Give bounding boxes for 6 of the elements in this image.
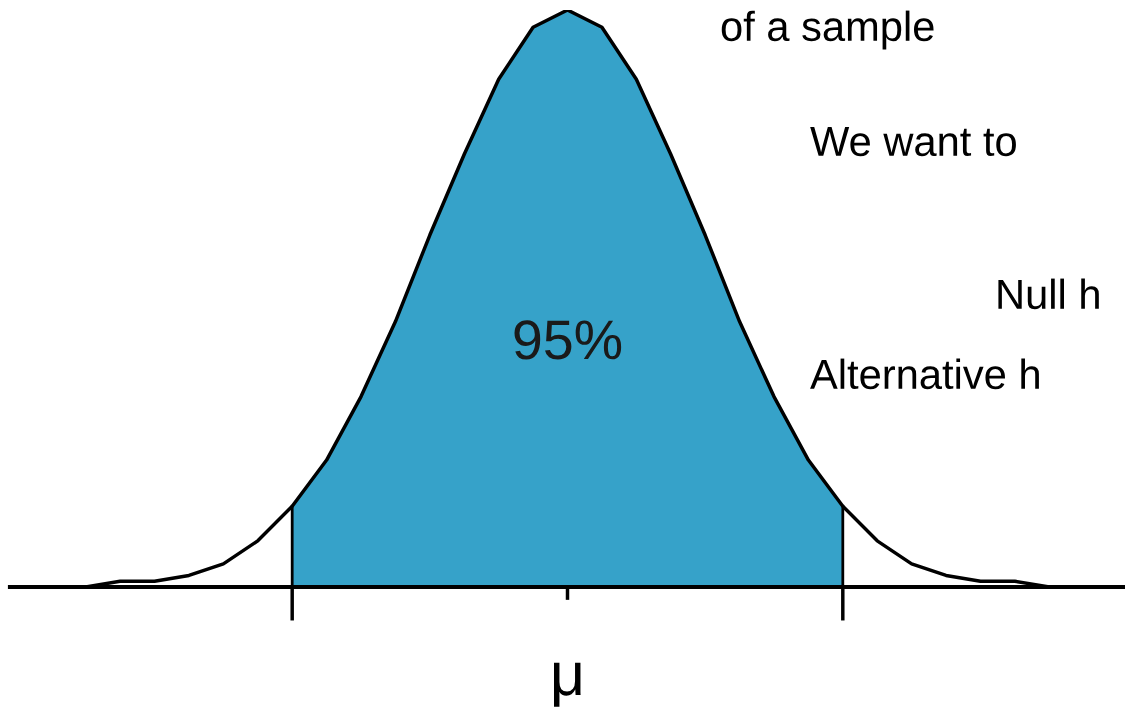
annotation: Alternative h xyxy=(810,358,1039,390)
annotation: of a sample xyxy=(721,10,934,50)
annotation: 95% xyxy=(514,320,622,360)
text: μ xyxy=(554,662,581,707)
annotation: We want to xyxy=(810,127,1016,157)
annotation: Null h xyxy=(998,278,1099,310)
